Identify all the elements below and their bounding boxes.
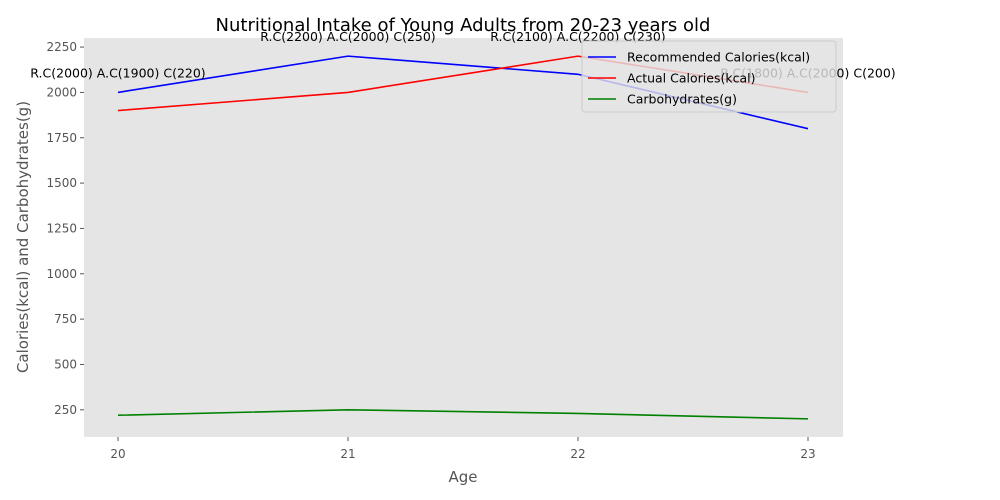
x-axis-label: Age [448,468,477,486]
y-tick-label: 2000 [46,85,77,99]
legend-label: Actual Calories(kcal) [627,71,755,86]
x-axis: 20 21 22 23 [110,437,816,461]
y-tick-label: 250 [54,403,77,417]
y-tick-label: 750 [54,312,77,326]
legend: Recommended Calories(kcal) Actual Calorie… [581,40,837,113]
data-annotation: R.C(2000) A.C(1900) C(220) [30,65,205,80]
x-tick-label: 23 [800,447,815,461]
y-tick-label: 1750 [46,131,77,145]
data-annotation: R.C(2100) A.C(2200) C(230) [490,29,665,44]
x-tick-label: 21 [340,447,355,461]
y-axis: 250 500 750 1000 1250 1500 1750 2000 2250 [46,40,84,417]
legend-label: Carbohydrates(g) [627,92,737,107]
x-tick-label: 22 [570,447,585,461]
series-line-carbohydrates-g [117,408,809,420]
chart-title: Nutritional Intake of Young Adults from … [216,15,711,36]
x-tick-label: 20 [110,447,125,461]
y-tick-label: 1000 [46,267,77,281]
y-axis-label: Calories(kcal) and Carbohydrates(g) [14,101,32,373]
y-tick-label: 1250 [46,221,77,235]
y-tick-label: 500 [54,357,77,371]
legend-label: Recommended Calories(kcal) [627,50,810,65]
data-annotation: R.C(2200) A.C(2000) C(250) [260,29,435,44]
y-tick-label: 1500 [46,176,77,190]
y-tick-label: 2250 [46,40,77,54]
legend-box [581,40,837,113]
